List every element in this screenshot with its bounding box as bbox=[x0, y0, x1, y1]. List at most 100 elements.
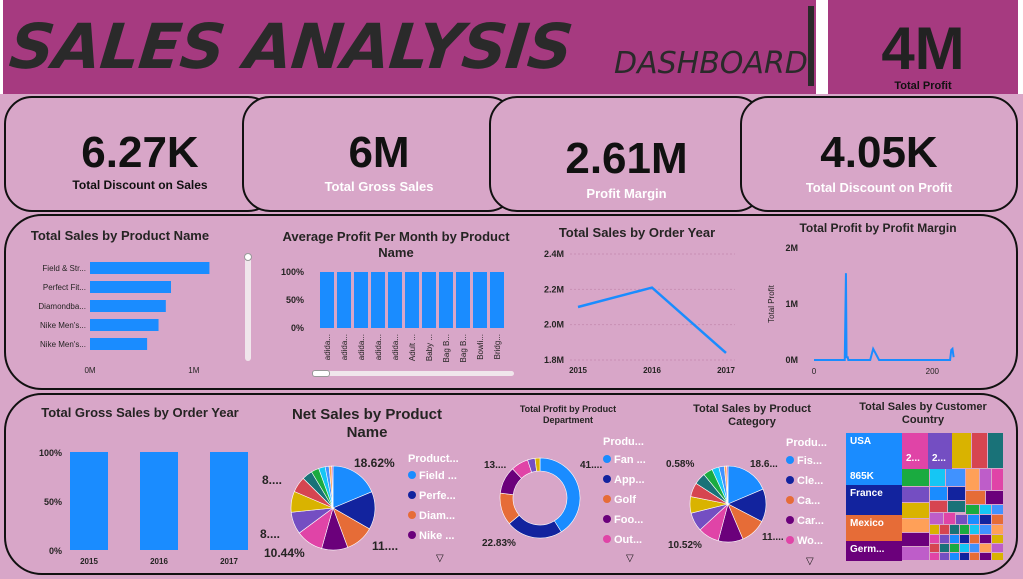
sales-by-order-year-chart[interactable]: 1.8M 2.0M 2.2M 2.4M 2015 2016 2017 bbox=[530, 246, 750, 378]
kpi-card-total-discount-on-sales[interactable]: 6.27K Total Discount on Sales bbox=[4, 96, 276, 212]
treemap-cell[interactable] bbox=[948, 487, 965, 500]
bar[interactable] bbox=[371, 272, 385, 328]
bar[interactable] bbox=[90, 262, 210, 274]
bar[interactable] bbox=[422, 272, 436, 328]
treemap-cell[interactable] bbox=[930, 487, 947, 500]
treemap-cell[interactable] bbox=[930, 501, 947, 512]
treemap-cell[interactable] bbox=[960, 553, 969, 560]
legend-item[interactable]: Fan ... bbox=[603, 454, 646, 466]
treemap-cell[interactable] bbox=[902, 503, 929, 518]
treemap-cell[interactable] bbox=[952, 433, 971, 468]
treemap-cell[interactable] bbox=[902, 487, 929, 502]
treemap-cell[interactable] bbox=[956, 515, 967, 524]
treemap-cell[interactable] bbox=[970, 553, 979, 560]
bar[interactable] bbox=[354, 272, 368, 328]
series-line[interactable] bbox=[814, 273, 955, 361]
bar[interactable] bbox=[320, 272, 334, 328]
bar[interactable] bbox=[439, 272, 453, 328]
treemap-cell[interactable]: USA 865K bbox=[846, 433, 902, 485]
treemap-cell[interactable] bbox=[960, 535, 969, 543]
treemap-cell[interactable] bbox=[950, 544, 959, 552]
pie-slice[interactable] bbox=[331, 465, 334, 509]
treemap-cell[interactable]: 2... bbox=[902, 433, 928, 469]
treemap-cell[interactable] bbox=[970, 525, 979, 534]
legend-item[interactable]: Cle... bbox=[786, 475, 823, 487]
bar[interactable] bbox=[210, 452, 248, 550]
treemap-cell[interactable]: 2... bbox=[928, 433, 952, 469]
scroll-down-icon[interactable]: ▽ bbox=[626, 553, 634, 564]
treemap-cell[interactable] bbox=[940, 525, 949, 534]
treemap-cell[interactable] bbox=[992, 535, 1003, 543]
legend-item[interactable]: Out... bbox=[603, 534, 642, 546]
sales-by-product-chart[interactable]: Field & Str... Perfect Fit... Diamondba...… bbox=[20, 252, 240, 378]
bar[interactable] bbox=[388, 272, 402, 328]
scroll-down-icon[interactable]: ▽ bbox=[436, 553, 444, 564]
bar[interactable] bbox=[140, 452, 178, 550]
treemap-cell[interactable] bbox=[940, 535, 949, 543]
treemap-cell[interactable] bbox=[966, 491, 985, 504]
treemap-cell[interactable] bbox=[940, 553, 949, 560]
legend-item[interactable]: Fis... bbox=[786, 455, 822, 467]
treemap-cell[interactable] bbox=[972, 433, 987, 468]
legend-item[interactable]: Nike ... bbox=[408, 530, 454, 542]
treemap-cell[interactable] bbox=[992, 553, 1003, 560]
bar[interactable] bbox=[405, 272, 419, 328]
total-profit-card[interactable]: 4M Total Profit bbox=[828, 0, 1018, 94]
pie-slice[interactable] bbox=[332, 465, 373, 509]
treemap-cell[interactable] bbox=[940, 544, 949, 552]
scroll-down-icon[interactable]: ▽ bbox=[806, 556, 814, 567]
profit-by-margin-chart[interactable]: 0M 1M 2M Total Profit 0 200 bbox=[760, 238, 970, 378]
legend-item[interactable]: Wo... bbox=[786, 535, 823, 547]
bar[interactable] bbox=[90, 338, 148, 350]
treemap-cell[interactable] bbox=[930, 553, 939, 560]
treemap-cell[interactable] bbox=[902, 547, 929, 560]
bar[interactable] bbox=[70, 452, 108, 550]
bar[interactable] bbox=[90, 281, 171, 293]
treemap-cell[interactable] bbox=[966, 505, 979, 514]
treemap-cell[interactable] bbox=[930, 535, 939, 543]
treemap-cell[interactable] bbox=[968, 515, 979, 524]
legend-item[interactable]: Perfe... bbox=[408, 490, 456, 502]
treemap-cell[interactable] bbox=[966, 469, 979, 490]
treemap-cell[interactable] bbox=[980, 535, 991, 543]
bar[interactable] bbox=[337, 272, 351, 328]
pie-slice[interactable] bbox=[539, 457, 581, 533]
treemap-cell[interactable] bbox=[980, 553, 991, 560]
legend-item[interactable]: Golf bbox=[603, 494, 636, 506]
treemap-cell[interactable] bbox=[992, 505, 1003, 514]
bar[interactable] bbox=[90, 319, 159, 331]
profit-by-department-donut[interactable]: 41.... 22.83% 13.... bbox=[478, 450, 606, 560]
kpi-card-total-gross-sales[interactable]: 6M Total Gross Sales bbox=[242, 96, 516, 212]
treemap-cell[interactable] bbox=[980, 544, 991, 552]
pie-slice[interactable] bbox=[726, 465, 729, 505]
gross-sales-by-year-chart[interactable]: 0% 50% 100% 2015 2016 2017 bbox=[24, 444, 264, 570]
treemap-cell[interactable] bbox=[980, 525, 991, 534]
treemap-cell[interactable] bbox=[946, 469, 965, 486]
treemap-cell[interactable]: Germ... bbox=[846, 541, 902, 561]
treemap-cell[interactable] bbox=[980, 515, 991, 524]
treemap-cell[interactable] bbox=[944, 513, 955, 524]
treemap-cell[interactable] bbox=[948, 501, 965, 512]
bar[interactable] bbox=[473, 272, 487, 328]
scrollbar-vertical[interactable] bbox=[244, 253, 252, 361]
treemap-cell[interactable]: France bbox=[846, 485, 902, 515]
legend-item[interactable]: Diam... bbox=[408, 510, 455, 522]
treemap-cell[interactable] bbox=[988, 433, 1003, 468]
treemap-cell[interactable] bbox=[930, 525, 939, 534]
legend-item[interactable]: Car... bbox=[786, 515, 824, 527]
treemap-cell[interactable] bbox=[980, 469, 991, 490]
sales-by-category-pie[interactable]: 18.6... 11.... 10.52% 0.58% bbox=[662, 452, 790, 558]
treemap-cell[interactable] bbox=[960, 544, 969, 552]
treemap-cell[interactable] bbox=[960, 525, 969, 534]
kpi-card-profit-margin[interactable]: 2.61M Profit Margin bbox=[489, 96, 764, 212]
treemap-cell[interactable] bbox=[902, 469, 929, 486]
avg-profit-per-month-chart[interactable]: 0% 50% 100% adida... adida... adida... adida..… bbox=[270, 262, 520, 370]
series-line[interactable] bbox=[577, 286, 727, 354]
treemap-cell[interactable] bbox=[930, 513, 943, 524]
treemap-cell[interactable] bbox=[970, 544, 979, 552]
treemap-cell[interactable] bbox=[950, 525, 959, 534]
legend-item[interactable]: Ca... bbox=[786, 495, 820, 507]
treemap-cell[interactable] bbox=[992, 544, 1003, 552]
bar[interactable] bbox=[456, 272, 470, 328]
kpi-card-total-discount-on-profit[interactable]: 4.05K Total Discount on Profit bbox=[740, 96, 1018, 212]
